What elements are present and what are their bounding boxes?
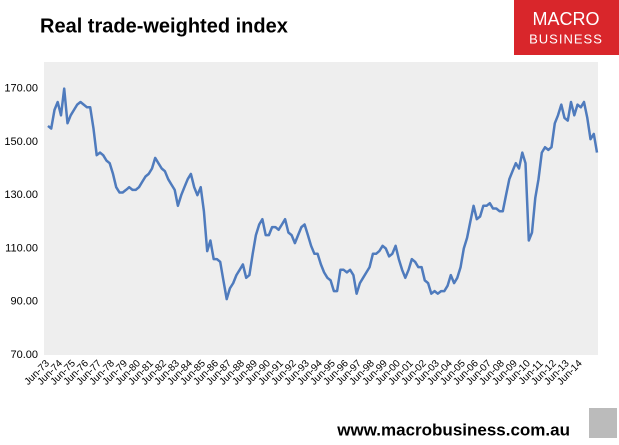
y-tick-label: 130.00 xyxy=(4,189,38,201)
y-tick-label: 70.00 xyxy=(10,349,38,361)
logo-line1: MACRO xyxy=(533,9,600,29)
logo-line2: BUSINESS xyxy=(529,31,603,46)
y-tick-label: 150.00 xyxy=(4,136,38,148)
y-tick-label: 110.00 xyxy=(5,242,38,254)
plot-area xyxy=(44,62,598,355)
data-line xyxy=(47,87,599,301)
chart-title: Real trade-weighted index xyxy=(40,15,288,37)
wolf-icon xyxy=(589,408,617,438)
y-tick-label: 90.00 xyxy=(10,296,38,308)
logo-box xyxy=(514,0,619,55)
y-tick-label: 170.00 xyxy=(4,83,38,95)
footer: www.macrobusiness.com.au xyxy=(336,420,570,439)
